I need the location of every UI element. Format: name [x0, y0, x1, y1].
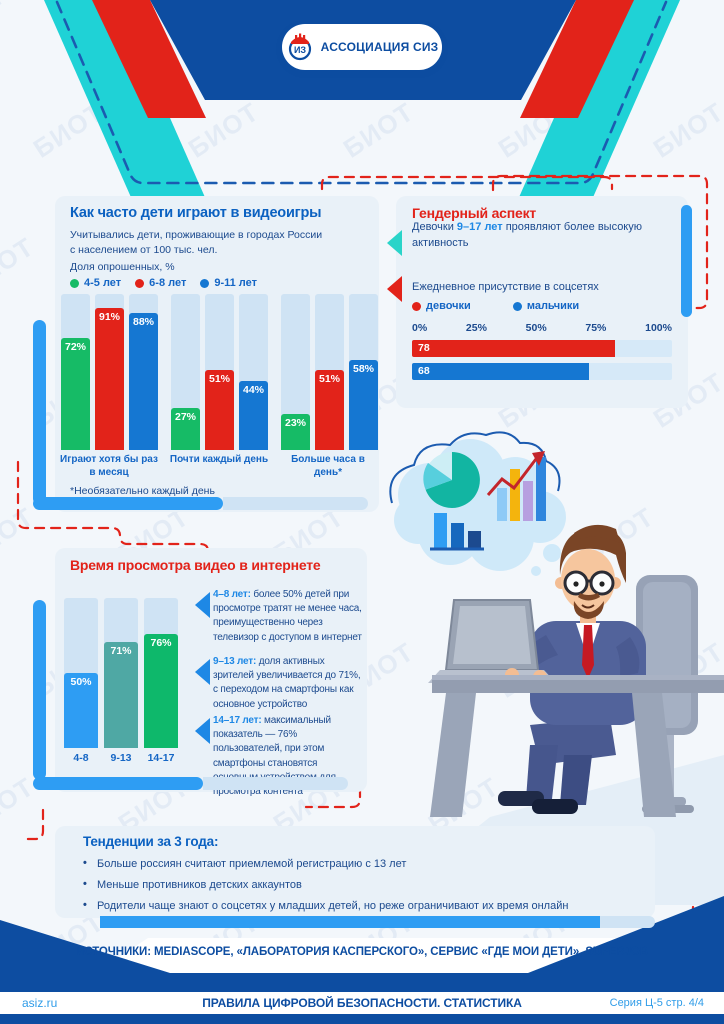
legend-dot-green: [70, 278, 79, 288]
xlabel-4-8: 4-8: [73, 752, 89, 764]
trend-item: Больше россиян считают приемлемой регист…: [83, 857, 643, 870]
bar-6-8-hour: 51%: [315, 370, 344, 450]
accent-bar-bottom: [33, 497, 223, 510]
videogames-legend: 4-5 лет 6-8 лет 9-11 лет: [70, 277, 257, 289]
accent-bar-bottom-light: [223, 497, 368, 510]
legend-item: 9-11 лет: [200, 277, 257, 289]
footer-navy-band: [0, 973, 724, 992]
footer-bottom-bar: [0, 1014, 724, 1024]
legend-item: девочки: [412, 300, 471, 312]
trends-title: Тенденции за 3 года:: [83, 834, 219, 849]
gender-point-1: Девочки 9–17 лет проявляют более высокую…: [412, 221, 642, 249]
accent-bar-right: [681, 205, 692, 317]
desk: [430, 675, 724, 817]
svg-text:ИЗ: ИЗ: [294, 45, 306, 55]
legend-dot-boys: [512, 301, 522, 311]
cyan-stripe-right: [509, 0, 680, 220]
xlabel-14-17: 14-17: [147, 752, 175, 764]
panel-videogames: Как часто дети играют в видеоигры Учитыв…: [55, 196, 379, 512]
bar-9-11-hour: 58%: [349, 359, 378, 450]
xlabel-9-13: 9-13: [110, 752, 132, 764]
bar-age-14-17: 76%: [144, 634, 178, 748]
footer-title: ПРАВИЛА ЦИФРОВОЙ БЕЗОПАСНОСТИ. СТАТИСТИК…: [202, 996, 522, 1010]
gender-legend: девочки мальчики: [412, 300, 579, 312]
trend-item: Меньше противников детских аккаунтов: [83, 878, 643, 891]
footer-series-label: Серия Ц-5 стр. 4/4: [609, 997, 704, 1009]
accent-bar-left: [33, 320, 46, 505]
bar-boys: 68: [412, 363, 589, 380]
accent-bar-left-2: [33, 600, 46, 780]
trends-list: Больше россиян считают приемлемой регист…: [83, 857, 643, 921]
man-legs: [498, 717, 616, 814]
footer-wedge-right: [528, 896, 724, 973]
videotime-block-9-13: 9–13 лет: доля активных зрителей увеличи…: [195, 655, 363, 712]
videogames-share-label: Доля опрошенных, %: [70, 261, 175, 273]
cloud-trend-chart: [486, 451, 546, 521]
panel-trends: Тенденции за 3 года: Больше россиян счит…: [55, 826, 655, 918]
accent-bar-bottom-2-light: [203, 777, 348, 790]
bar-4-5-daily: 27%: [171, 407, 200, 450]
age-highlight: 9–17 лет: [456, 221, 503, 233]
gender-point-2: Ежедневное присутствие в соцсетях: [412, 281, 599, 293]
sources-text: ИСТОЧНИКИ: MEDIASCOPE, «ЛАБОРАТОРИЯ КАСП…: [76, 946, 648, 958]
bar-4-5-monthly: 72%: [61, 337, 90, 450]
logo-text: АССОЦИАЦИЯ СИЗ: [320, 40, 439, 54]
videogames-title: Как часто дети играют в видеоигры: [70, 205, 322, 221]
red-stripe-left: [92, 0, 206, 118]
panel-videotime: Время просмотра видео в интернете 50% 71…: [55, 548, 367, 797]
bar-9-11-monthly: 88%: [129, 312, 158, 450]
legend-dot-red: [135, 278, 145, 288]
legend-item: мальчики: [512, 300, 579, 312]
accent-bar-bottom-3: [100, 916, 600, 928]
legend-dot-blue: [200, 278, 210, 288]
bar-girls: 78: [412, 340, 615, 357]
blue-arrow-icon: [195, 659, 210, 685]
footer-wedge-left: [0, 920, 170, 973]
footer-white-strip: [0, 992, 724, 1014]
bar-6-8-monthly: 91%: [95, 308, 124, 450]
thought-cloud: [389, 431, 566, 576]
bar-9-11-daily: 44%: [239, 381, 268, 450]
bar-age-9-13: 71%: [104, 641, 138, 748]
cloud-pie-chart: [423, 452, 480, 508]
trend-item: Родители чаще знают о соцсетях у младших…: [83, 899, 643, 912]
videotime-block-4-8: 4–8 лет: более 50% детей при просмотре т…: [195, 588, 363, 645]
footer-shapes: [0, 896, 724, 973]
accent-bar-bottom-3-light: [600, 916, 655, 928]
cloud-bar-chart: [430, 513, 484, 551]
asiz-site-link[interactable]: asiz.ru: [22, 996, 58, 1010]
legend-item: 6-8 лет: [135, 277, 186, 289]
sources-band: [95, 938, 700, 973]
bar-4-5-hour: 23%: [281, 414, 310, 450]
accent-bar-bottom-2: [33, 777, 203, 790]
videogames-footnote: *Необязательно каждый день: [70, 485, 215, 497]
xlabel-hour: Больше часа в день*: [291, 454, 365, 478]
gender-title: Гендерный аспект: [412, 205, 537, 221]
siz-helmet-icon: ИЗ: [288, 33, 311, 61]
blue-arrow-icon: [195, 718, 210, 744]
xlabel-daily: Почти каждый день: [169, 454, 269, 465]
bar-age-4-8: 50%: [64, 673, 98, 748]
xlabel-monthly: Играют хотя бы раз в месяц: [60, 454, 158, 478]
red-stripe-right: [520, 0, 634, 118]
videogames-chart: 72% 91% 88% 27% 51% 44% 23% 51% 58%: [61, 294, 378, 450]
legend-dot-girls: [412, 301, 421, 311]
videogames-subtitle: Учитывались дети, проживающие в городах …: [70, 229, 323, 257]
blue-arrow-icon: [195, 592, 210, 618]
videotime-chart: 50% 71% 76%: [64, 598, 178, 748]
association-siz-logo: ИЗ АССОЦИАЦИЯ СИЗ: [282, 24, 442, 70]
gender-axis-ticks: 0% 25% 50% 75% 100%: [412, 322, 672, 334]
panel-gender: Гендерный аспект Девочки 9–17 лет проявл…: [387, 196, 688, 408]
bar-6-8-daily: 51%: [205, 370, 234, 450]
legend-item: 4-5 лет: [70, 277, 121, 289]
cyan-stripe-left: [44, 0, 215, 220]
videotime-title: Время просмотра видео в интернете: [70, 557, 321, 573]
